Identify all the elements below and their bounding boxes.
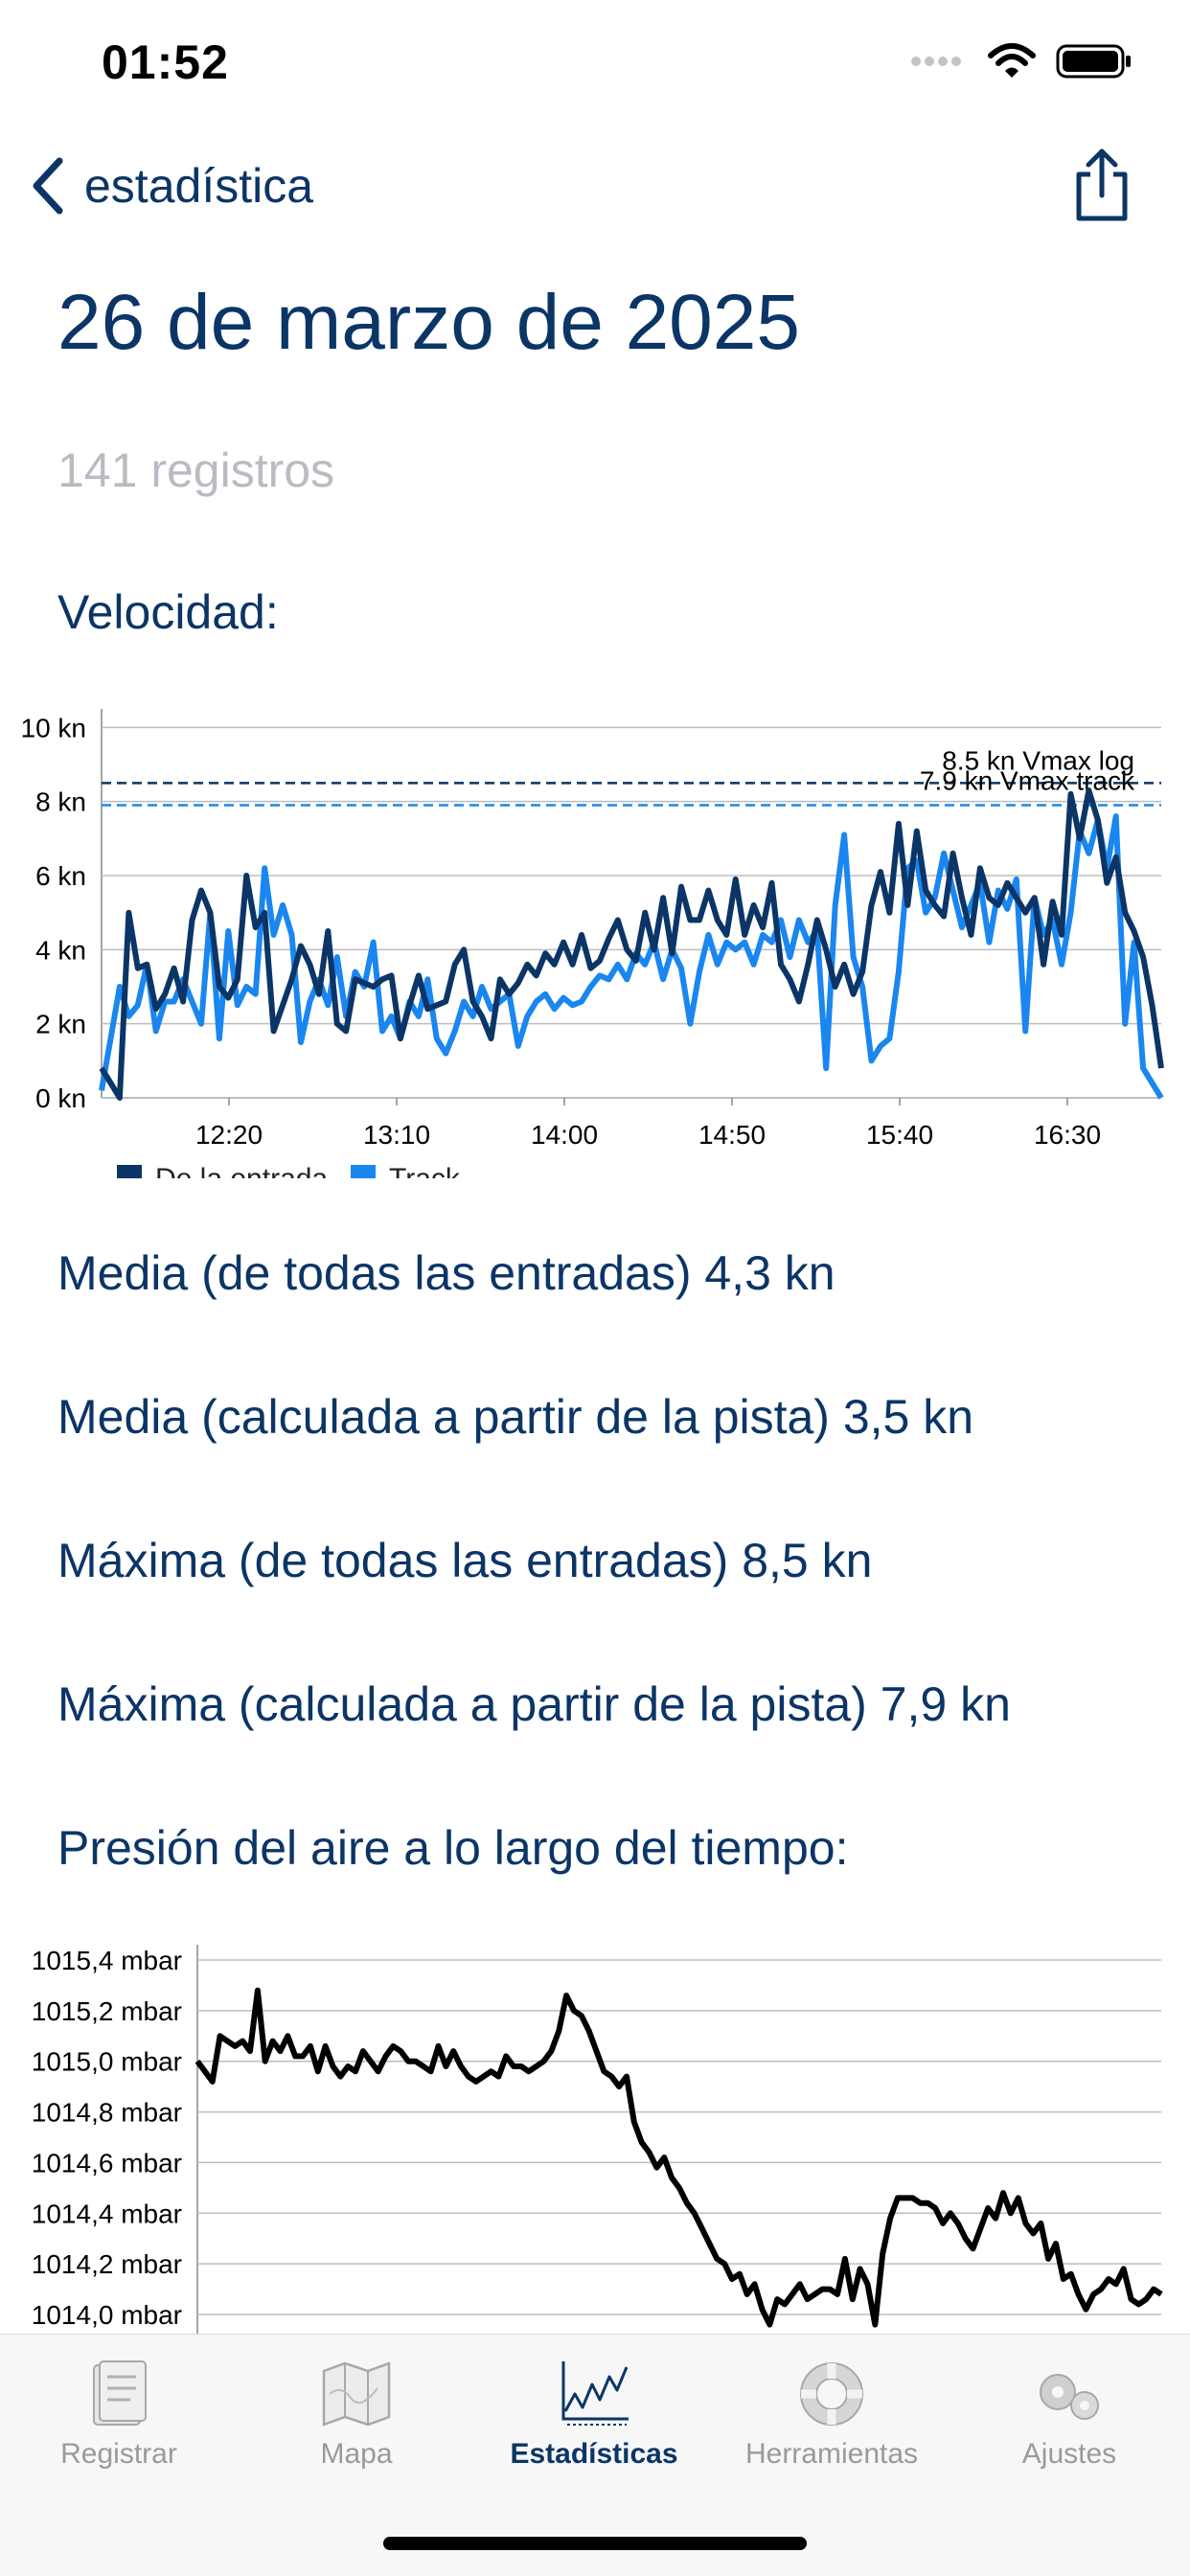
y-tick-label: 1014,2 mbar bbox=[32, 2249, 182, 2279]
tab-label: Registrar bbox=[60, 2438, 177, 2470]
share-icon bbox=[1076, 148, 1128, 221]
y-tick-label: 8 kn bbox=[35, 787, 86, 817]
series-line-log bbox=[99, 787, 1164, 1101]
status-time: 01:52 bbox=[102, 35, 229, 89]
statistics-icon bbox=[561, 2361, 629, 2426]
y-tick-label: 4 kn bbox=[35, 935, 86, 965]
tab-registrar[interactable]: Registrar bbox=[0, 2335, 238, 2526]
pressure-chart: 1014,0 mbar 1014,2 mbar 1014,4 mbar 1014,6 … bbox=[32, 1945, 1163, 2334]
status-icons bbox=[910, 42, 1133, 80]
y-tick-label: 1014,6 mbar bbox=[32, 2148, 182, 2177]
tab-label: Ajustes bbox=[1021, 2438, 1117, 2470]
reference-line-label: 8.5 kn Vmax log bbox=[942, 745, 1134, 775]
stat-max-entries: Máxima (de todas las entradas) 8,5 kn bbox=[57, 1534, 873, 1587]
x-tick-label: 14:00 bbox=[531, 1120, 598, 1150]
tab-ajustes[interactable]: Ajustes bbox=[950, 2335, 1188, 2526]
y-tick-label: 0 kn bbox=[35, 1083, 86, 1113]
x-tick-label: 12:20 bbox=[195, 1120, 263, 1150]
record-count: 141 registros bbox=[57, 444, 335, 497]
home-indicator bbox=[383, 2537, 807, 2550]
tab-label: Estadísticas bbox=[510, 2438, 678, 2470]
cellular-signal-icon bbox=[911, 57, 961, 66]
tab-mapa[interactable]: Mapa bbox=[238, 2335, 475, 2526]
stat-mean-track: Media (calculada a partir de la pista) 3… bbox=[57, 1390, 974, 1444]
y-tick-label: 1014,4 mbar bbox=[32, 2199, 182, 2228]
legend-label: Track bbox=[389, 1163, 461, 1178]
stat-max-track: Máxima (calculada a partir de la pista) … bbox=[57, 1677, 1011, 1731]
y-tick-label: 1015,4 mbar bbox=[32, 1946, 182, 1975]
tab-herramientas[interactable]: Herramientas bbox=[713, 2335, 950, 2526]
y-tick-label: 1014,8 mbar bbox=[32, 2098, 182, 2128]
pressure-section-label: Presión del aire a lo largo del tiempo: bbox=[57, 1821, 849, 1875]
tab-label: Mapa bbox=[320, 2438, 393, 2470]
logbook-icon bbox=[93, 2360, 147, 2426]
legend-swatch-track bbox=[351, 1165, 376, 1178]
x-tick-label: 16:30 bbox=[1034, 1120, 1101, 1150]
gears-icon bbox=[1040, 2374, 1099, 2420]
speed-section-label: Velocidad: bbox=[57, 585, 279, 639]
stat-mean-entries: Media (de todas las entradas) 4,3 kn bbox=[57, 1246, 835, 1300]
battery-icon bbox=[1056, 44, 1131, 79]
y-tick-label: 6 kn bbox=[35, 861, 86, 891]
y-tick-label: 2 kn bbox=[35, 1010, 86, 1039]
map-icon bbox=[322, 2361, 391, 2427]
reference-line-label: 7.9 kn Vmax track bbox=[920, 766, 1135, 796]
share-button[interactable] bbox=[1071, 148, 1133, 229]
y-tick-label: 1015,2 mbar bbox=[32, 1996, 182, 2026]
x-tick-label: 13:10 bbox=[363, 1120, 430, 1150]
tab-bar: Registrar Mapa Estadísticas Herramientas bbox=[0, 2334, 1190, 2576]
pressure-line bbox=[195, 1987, 1163, 2328]
tab-estadisticas[interactable]: Estadísticas bbox=[475, 2335, 713, 2526]
page-title: 26 de marzo de 2025 bbox=[57, 279, 800, 366]
status-bar: 01:52 bbox=[0, 0, 1190, 134]
series-line-track bbox=[99, 813, 1164, 1100]
y-tick-label: 1015,0 mbar bbox=[32, 2047, 182, 2077]
y-tick-label: 1014,0 mbar bbox=[32, 2300, 182, 2330]
chevron-left-icon bbox=[33, 157, 63, 215]
back-button[interactable]: estadística bbox=[29, 155, 313, 217]
tab-label: Herramientas bbox=[744, 2438, 919, 2470]
y-tick-label: 10 kn bbox=[21, 713, 87, 742]
back-label: estadística bbox=[84, 159, 314, 213]
navigation-bar: estadística bbox=[0, 144, 1190, 239]
wifi-icon bbox=[988, 43, 1036, 78]
speed-chart: 0 kn 2 kn 4 kn 6 kn 8 kn 10 kn 12:20 13:10 14:00… bbox=[21, 709, 1164, 1178]
lifebuoy-icon bbox=[800, 2362, 863, 2426]
legend-swatch-log bbox=[117, 1165, 142, 1178]
x-tick-label: 14:50 bbox=[698, 1120, 766, 1150]
legend-label: De la entrada bbox=[155, 1163, 328, 1178]
x-tick-label: 15:40 bbox=[866, 1120, 933, 1150]
